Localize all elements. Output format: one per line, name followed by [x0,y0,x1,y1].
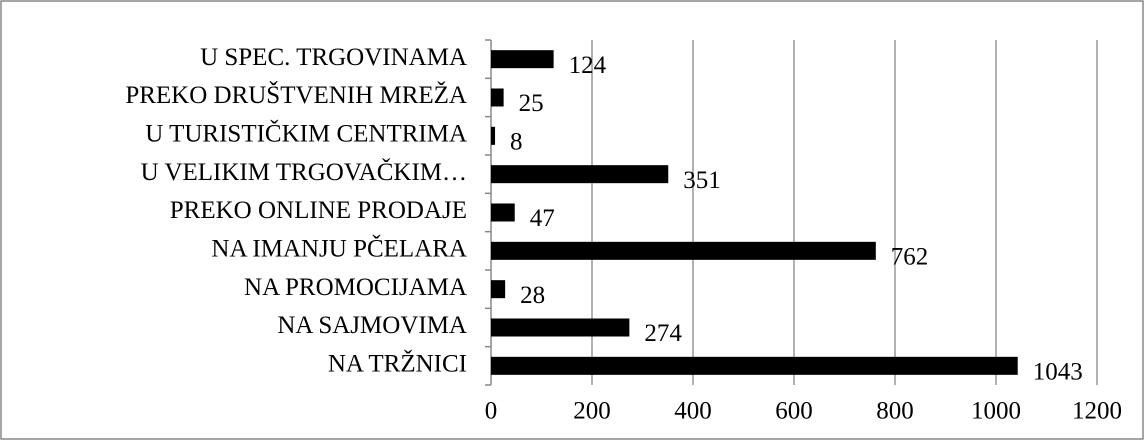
x-tick-label: 800 [876,398,914,425]
y-tick-label: U TURISTIČKIM CENTRIMA [145,120,467,148]
y-tick-label: PREKO ONLINE PRODAJE [170,197,467,224]
y-tick-label: PREKO DRUŠTVENIH MREŽA [125,80,467,109]
data-label: 8 [510,129,523,156]
bar [491,356,1018,375]
bar [491,50,554,69]
y-tick-label: NA TRŽNICI [328,350,467,378]
bar [491,165,669,184]
y-tick-label: NA SAJMOVIMA [277,312,467,339]
data-label: 762 [891,244,929,271]
bar [491,241,876,260]
data-label: 28 [520,282,545,309]
bar [491,88,504,107]
y-tick-label: NA IMANJU PČELARA [211,235,467,263]
x-tick-label: 1000 [971,398,1021,425]
x-tick-label: 400 [674,398,712,425]
data-label: 351 [683,167,721,194]
x-tick-label: 200 [573,398,611,425]
data-label: 47 [530,205,555,232]
data-label: 25 [519,90,544,117]
x-tick-label: 600 [775,398,813,425]
x-tick-label: 0 [485,398,498,425]
x-tick-label: 1200 [1072,398,1122,425]
y-tick-label: U VELIKIM TRGOVAČKIM… [141,158,467,186]
data-label: 274 [644,320,682,347]
data-label: 124 [569,52,607,79]
bar [491,280,506,299]
y-tick-label: U SPEC. TRGOVINAMA [200,44,467,71]
bar [491,203,515,222]
bar [491,318,630,337]
bar [491,126,496,145]
data-label: 1043 [1033,359,1083,386]
y-tick-label: NA PROMOCIJAMA [244,274,467,301]
